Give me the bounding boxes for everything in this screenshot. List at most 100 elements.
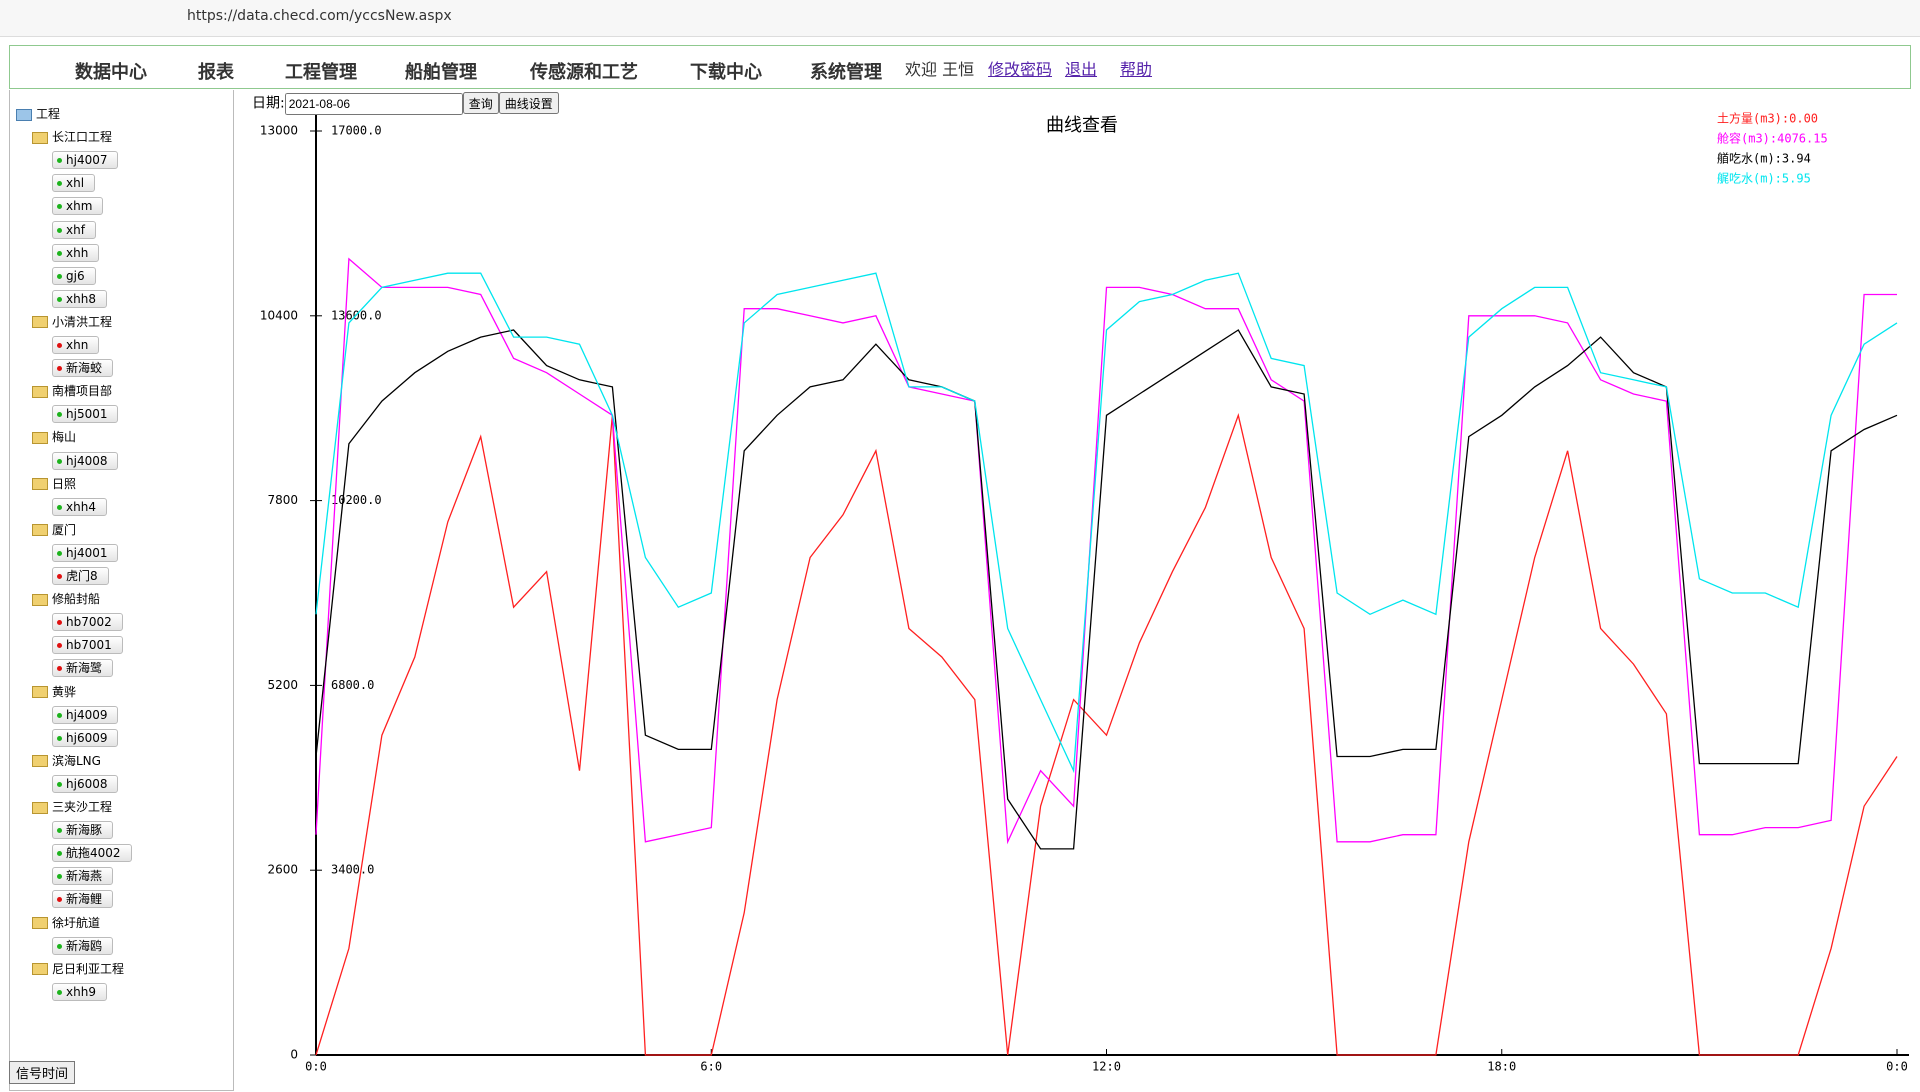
tree-group[interactable]: 小清洪工程 (32, 312, 112, 332)
tree-item-row: xhh4 (52, 497, 107, 517)
tree-item-row: 新海蛟 (52, 358, 114, 378)
nav-bar: 数据中心 报表 工程管理 船舶管理 传感源和工艺 下载中心 系统管理 欢迎 王恒 修改密码 退出 帮… (9, 45, 1911, 89)
tree-item[interactable]: hj4008 (52, 451, 119, 470)
y2-tick-label: 3400.0 (331, 863, 374, 877)
x-tick-label: 18:0 (1487, 1060, 1516, 1074)
tree-group[interactable]: 徐圩航道 (32, 913, 100, 933)
tree-root[interactable]: 工程 (16, 104, 60, 124)
nav-link[interactable]: 退出 (1065, 60, 1098, 79)
tree-item[interactable]: hj6008 (52, 774, 119, 793)
query-button[interactable]: 查询 (462, 92, 499, 114)
nav-link[interactable]: 修改密码 (988, 60, 1053, 79)
tree-group[interactable]: 三夹沙工程 (32, 797, 112, 817)
tree-item[interactable]: xhh8 (52, 289, 107, 308)
tree-item[interactable]: 航拖4002 (52, 844, 132, 863)
tree-item-label: xhh9 (66, 984, 96, 999)
tree-item[interactable]: hj6009 (52, 728, 119, 747)
menu-item[interactable]: 系统管理 (810, 62, 882, 83)
tree-group[interactable]: 厦门 (32, 520, 76, 540)
tree-item[interactable]: 新海鲤 (52, 890, 114, 909)
tree-item-label: xhn (66, 338, 89, 352)
tree-item[interactable]: 新海鹭 (52, 659, 114, 678)
tree-group[interactable]: 黄骅 (32, 682, 76, 702)
tree-item[interactable]: 虎门8 (52, 567, 109, 585)
tree-group-label: 修船封船 (52, 592, 101, 607)
y-tick-label: 10400 (260, 308, 298, 322)
menu-item[interactable]: 报表 (198, 62, 234, 83)
tree-item-label: xhf (66, 222, 85, 237)
tree-item[interactable]: xhm (52, 197, 104, 216)
tree-item[interactable]: 新海蛟 (52, 359, 114, 378)
status-dot (57, 343, 62, 348)
tree-item[interactable]: hb7001 (52, 636, 123, 655)
tree-group-label: 厦门 (52, 522, 77, 537)
tree-item[interactable]: xhh9 (52, 982, 107, 1001)
curve-settings-button[interactable]: 曲线设置 (498, 92, 559, 114)
tree-item[interactable]: 新海豚 (52, 821, 114, 840)
tree-item[interactable]: hb7002 (52, 613, 123, 632)
tree-item-label: gj6 (66, 268, 85, 283)
menu-item[interactable]: 传感源和工艺 (530, 62, 638, 83)
status-dot (57, 504, 62, 510)
status-dot (57, 273, 62, 279)
tree-item[interactable]: 新海鸥 (52, 936, 114, 955)
tree-group[interactable]: 日照 (32, 474, 76, 494)
url[interactable]: https://data.checd.com/yccsNew.aspx (187, 8, 452, 24)
tree-item-row: xhh (52, 243, 100, 263)
tree-group-label: 尼日利亚工程 (52, 961, 125, 976)
chart-title: 曲线查看 (1046, 115, 1118, 136)
tree-item-row: xhm (52, 196, 104, 216)
date-input[interactable] (284, 92, 463, 115)
tree-group[interactable]: 滨海LNG (32, 751, 101, 771)
tree-group[interactable]: 长江口工程 (32, 127, 112, 147)
tree-item-row: xhn (52, 335, 100, 355)
tree-group-label: 日照 (52, 476, 77, 491)
tree-item[interactable]: xhh (52, 243, 100, 262)
tree-item[interactable]: xhn (52, 336, 100, 354)
tree-item[interactable]: gj6 (52, 266, 96, 285)
tree-item-row: hb7001 (52, 635, 123, 655)
tree-group-label: 小清洪工程 (52, 314, 113, 329)
y-tick-label: 2600 (267, 863, 298, 877)
tree-item-label: xhh (66, 245, 89, 260)
y-tick-label: 7800 (267, 493, 298, 507)
status-dot (57, 412, 62, 418)
menu-item[interactable]: 数据中心 (75, 62, 147, 83)
x-tick-label: 0:0 (305, 1060, 327, 1074)
y2-tick-label: 10200.0 (331, 493, 382, 507)
tree-item-label: hj4008 (66, 453, 108, 468)
welcome: 欢迎 王恒 (905, 60, 975, 79)
tree-item[interactable]: xhl (52, 174, 96, 193)
tree-item[interactable]: hj4009 (52, 705, 119, 724)
tree-group[interactable]: 梅山 (32, 427, 76, 447)
tree-item[interactable]: hj5001 (52, 405, 119, 424)
signal-time-button[interactable]: 信号时间 (9, 1061, 76, 1084)
tree-panel: 工程长江口工程 hj4007 xhl xhm xhf xhh gj6 xhh8 小清洪工程 xhn… (9, 90, 234, 1091)
tree-group[interactable]: 修船封船 (32, 589, 100, 609)
tree-item[interactable]: 新海燕 (52, 867, 114, 886)
tree-item-label: 新海鸥 (66, 938, 103, 953)
y2-tick-label: 6800.0 (331, 678, 374, 692)
status-dot (57, 735, 62, 741)
menu-item[interactable]: 船舶管理 (405, 62, 477, 83)
tree-item[interactable]: xhh4 (52, 497, 107, 516)
series-line (315, 329, 1898, 850)
status-dot (57, 712, 62, 718)
tree-item-row: xhh9 (52, 982, 107, 1002)
tree-group[interactable]: 南槽项目部 (32, 381, 112, 401)
tree-group[interactable]: 尼日利亚工程 (32, 959, 124, 979)
tree-item-row: hj6009 (52, 728, 119, 748)
menu-item[interactable]: 下载中心 (690, 62, 762, 83)
status-dot (57, 204, 62, 210)
tree-item[interactable]: hj4001 (52, 543, 119, 562)
tree-item[interactable]: hj4007 (52, 151, 119, 170)
tree-item-label: 航拖4002 (66, 846, 121, 861)
tree-item-row: hb7002 (52, 612, 123, 632)
status-dot (57, 550, 62, 556)
tree-item[interactable]: xhf (52, 220, 96, 239)
nav-link[interactable]: 帮助 (1120, 60, 1153, 79)
tree-item-label: hj4009 (66, 707, 108, 722)
menu-item[interactable]: 工程管理 (285, 62, 357, 83)
legend-entry: 舱容(m3):4076.15 (1717, 131, 1828, 146)
